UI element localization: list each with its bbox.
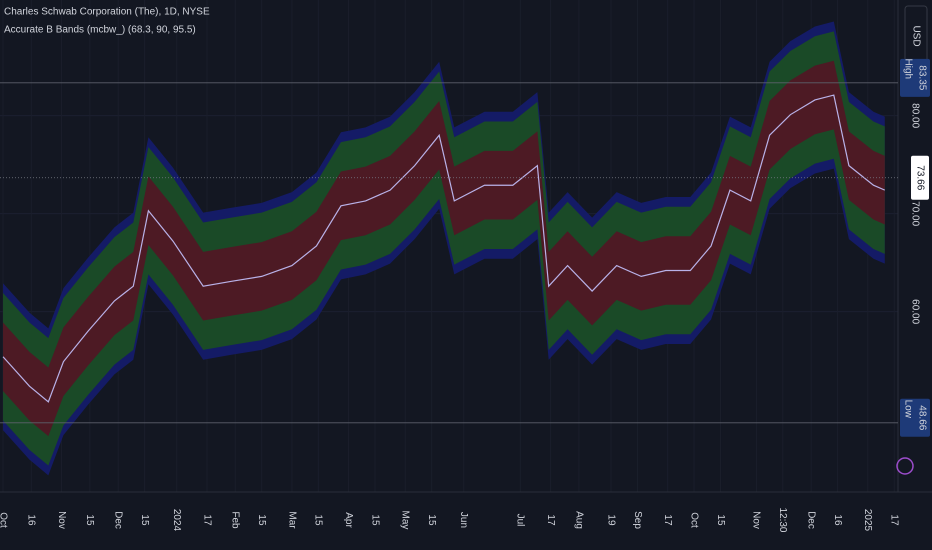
x-tick-label: Mar: [286, 511, 297, 529]
chart-title: Charles Schwab Corporation (The), 1D, NY…: [4, 7, 210, 18]
x-tick-label: 15: [256, 514, 267, 526]
alert-icon[interactable]: [896, 457, 914, 475]
x-tick-label: 17: [662, 514, 673, 526]
y-tick-label: 70.00: [909, 201, 920, 226]
last-price-value: 73.66: [914, 165, 925, 190]
last-price-badge: [911, 155, 929, 200]
x-tick-label: Nov: [751, 511, 762, 529]
price-badge: [900, 58, 930, 97]
price-badge: [900, 398, 930, 437]
x-tick-label: 16: [832, 514, 843, 526]
y-tick-label: 80.00: [909, 103, 920, 128]
price-badge-value: 48.66: [916, 405, 927, 430]
indicator-legend: Accurate B Bands (mcbw_) (68.3, 90, 95.5…: [4, 25, 196, 36]
x-tick-label: Dec: [806, 511, 817, 529]
price-badge-value: 83.35: [916, 65, 927, 90]
price-line: [2, 94, 886, 403]
y-tick-label: 60.00: [909, 299, 920, 324]
x-tick-label: Dec: [113, 511, 124, 529]
x-tick-label: 2025: [862, 509, 873, 532]
x-tick-label: 2024: [171, 509, 182, 532]
x-tick-label: Oct: [0, 512, 8, 528]
x-tick-label: Aug: [573, 511, 584, 529]
x-tick-label: 17: [889, 514, 900, 526]
x-tick-label: 15: [84, 514, 95, 526]
x-tick-label: Apr: [343, 512, 354, 528]
x-tick-label: Nov: [56, 511, 67, 529]
x-tick-label: May: [400, 511, 411, 530]
x-tick-label: 12:30: [777, 507, 788, 532]
x-tick-label: 15: [313, 514, 324, 526]
x-tick-label: 16: [26, 514, 37, 526]
x-tick-label: 19: [605, 514, 616, 526]
x-tick-label: 15: [369, 514, 380, 526]
x-tick-label: Feb: [230, 511, 241, 529]
x-tick-label: Oct: [688, 512, 699, 528]
x-tick-label: Jul: [515, 514, 526, 527]
x-tick-label: 15: [426, 514, 437, 526]
price-badge-label: High: [902, 59, 913, 80]
x-tick-label: 15: [715, 514, 726, 526]
x-tick-label: 17: [201, 514, 212, 526]
currency[interactable]: USD: [910, 25, 921, 46]
x-tick-label: 15: [139, 514, 150, 526]
x-tick-label: Sep: [632, 511, 643, 529]
x-tick-label: Jun: [458, 512, 469, 528]
x-tick-label: 17: [545, 514, 556, 526]
price-badge-label: Low: [902, 400, 913, 419]
plot-area: [0, 21, 898, 476]
